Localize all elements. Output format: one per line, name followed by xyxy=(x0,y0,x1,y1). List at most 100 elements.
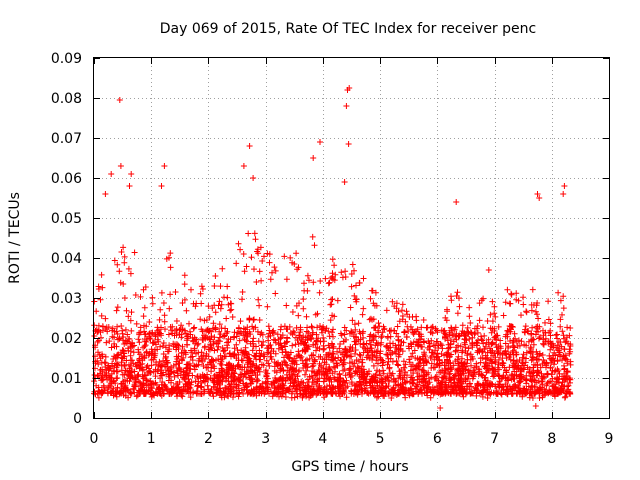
roti-point xyxy=(428,353,435,360)
roti-point xyxy=(465,345,472,352)
roti-point xyxy=(359,390,365,397)
roti-point xyxy=(342,268,349,275)
roti-point xyxy=(141,338,148,345)
roti-point xyxy=(147,330,153,336)
roti-point xyxy=(317,323,323,329)
roti-point xyxy=(199,328,206,335)
roti-point xyxy=(535,315,542,322)
roti-point xyxy=(466,304,473,311)
roti-point xyxy=(144,362,151,369)
roti-point xyxy=(315,367,322,373)
roti-point xyxy=(91,298,98,305)
roti-point xyxy=(308,390,315,397)
roti-point xyxy=(462,333,469,340)
roti-point xyxy=(303,344,310,351)
roti-point xyxy=(230,351,237,358)
roti-point xyxy=(193,300,200,307)
roti-point xyxy=(162,326,168,333)
roti-point xyxy=(348,283,355,290)
roti-point xyxy=(186,384,193,391)
roti-point xyxy=(471,369,478,376)
roti-point xyxy=(207,375,214,381)
roti-point xyxy=(213,357,219,364)
roti-point xyxy=(224,283,231,290)
roti-point xyxy=(560,191,567,197)
roti-point xyxy=(325,351,332,358)
roti-point xyxy=(557,353,564,360)
roti-point xyxy=(406,390,413,397)
roti-point xyxy=(117,279,124,286)
roti-point xyxy=(241,353,248,360)
roti-point xyxy=(279,349,286,356)
roti-point xyxy=(290,382,297,389)
roti-point xyxy=(561,355,568,362)
roti-point xyxy=(265,360,272,367)
roti-point xyxy=(306,355,313,362)
roti-point xyxy=(348,271,355,277)
roti-point xyxy=(139,357,146,364)
roti-point xyxy=(561,394,568,401)
y-tick-label: 0.07 xyxy=(51,131,82,147)
roti-point xyxy=(106,338,113,345)
roti-point xyxy=(525,338,532,345)
roti-point xyxy=(185,333,192,340)
roti-point xyxy=(134,372,141,379)
roti-point xyxy=(438,342,445,349)
roti-point xyxy=(337,357,344,363)
roti-point xyxy=(351,382,358,389)
roti-point xyxy=(148,362,155,369)
roti-point xyxy=(237,246,244,253)
roti-point xyxy=(204,361,211,368)
roti-point xyxy=(201,344,208,351)
roti-point xyxy=(265,323,272,330)
roti-point xyxy=(181,272,188,279)
roti-point xyxy=(330,276,336,283)
roti-point xyxy=(128,309,135,316)
roti-point xyxy=(258,329,265,336)
roti-point xyxy=(127,390,134,397)
roti-point xyxy=(530,349,536,356)
roti-point xyxy=(211,283,218,289)
roti-point xyxy=(105,324,112,330)
roti-point xyxy=(317,278,324,284)
roti-point xyxy=(483,389,489,396)
roti-point xyxy=(158,289,165,296)
roti-point xyxy=(301,280,307,287)
roti-point xyxy=(479,393,486,400)
roti-point xyxy=(396,318,403,325)
roti-point xyxy=(118,362,125,369)
roti-point xyxy=(561,376,568,383)
roti-point xyxy=(379,376,386,383)
roti-point xyxy=(181,281,188,288)
roti-point xyxy=(301,348,308,355)
roti-point xyxy=(251,230,258,237)
roti-point xyxy=(135,336,142,343)
roti-point xyxy=(495,349,502,356)
roti-point xyxy=(360,376,366,383)
roti-point xyxy=(267,332,274,339)
roti-point xyxy=(113,343,120,350)
roti-point xyxy=(270,390,277,397)
roti-point xyxy=(426,346,433,353)
roti-point xyxy=(160,340,167,346)
y-tick-label: 0.06 xyxy=(51,171,82,187)
roti-point xyxy=(330,383,337,390)
roti-point xyxy=(536,335,542,342)
roti-point xyxy=(450,362,457,369)
roti-point xyxy=(119,327,126,334)
roti-point xyxy=(480,324,486,331)
roti-point xyxy=(450,338,457,345)
roti-point xyxy=(511,381,518,388)
roti-point xyxy=(489,318,496,325)
roti-point xyxy=(306,373,313,380)
roti-point xyxy=(474,337,481,344)
roti-point xyxy=(330,351,337,357)
roti-point xyxy=(241,364,248,371)
roti-point xyxy=(484,365,491,371)
roti-point xyxy=(325,280,332,287)
roti-point xyxy=(369,316,376,323)
roti-point xyxy=(147,377,154,384)
roti-point xyxy=(307,336,314,343)
roti-point xyxy=(547,327,554,334)
roti-point xyxy=(528,330,535,337)
